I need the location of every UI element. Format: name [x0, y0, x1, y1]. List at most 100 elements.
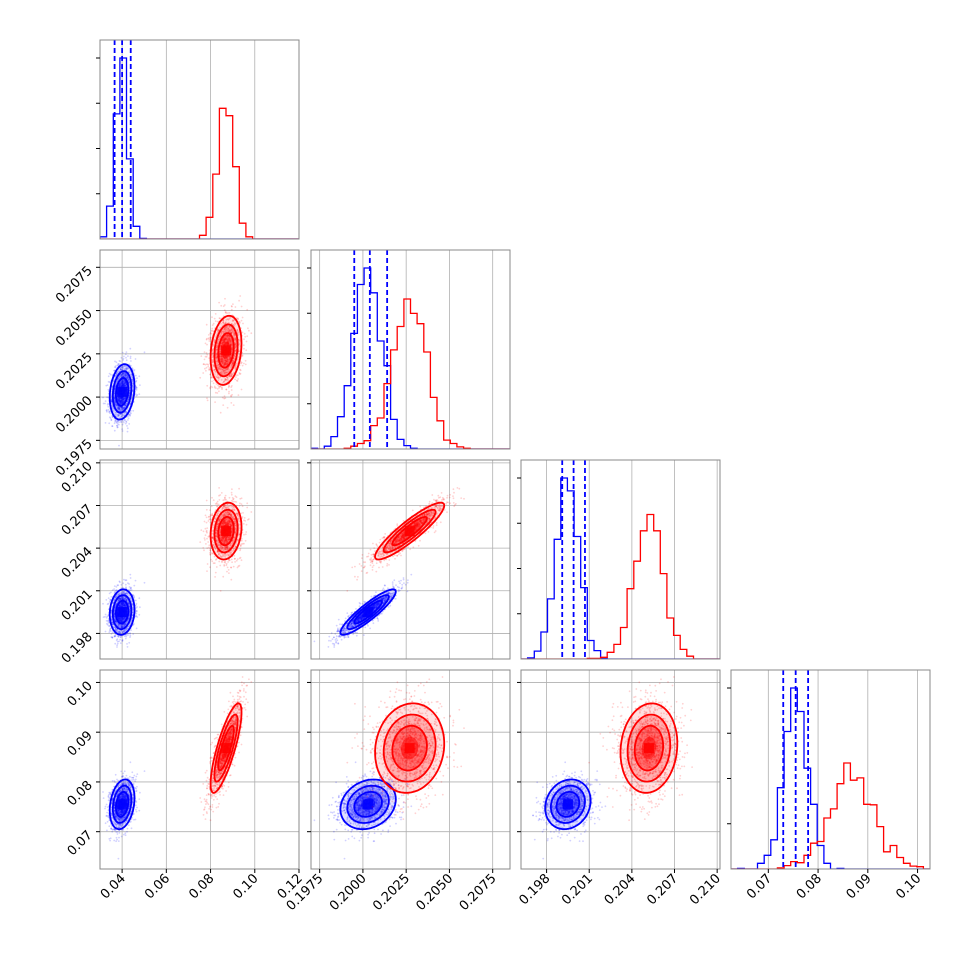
sample-point [107, 388, 110, 391]
sample-point [234, 352, 237, 355]
sample-point [109, 410, 112, 413]
sample-point [229, 357, 232, 359]
sample-point [199, 376, 202, 379]
sample-point [128, 381, 131, 384]
sample-point [121, 402, 124, 404]
sample-point [127, 618, 129, 621]
sample-point [209, 337, 212, 339]
sample-point [121, 381, 124, 383]
sample-point [105, 599, 108, 601]
sample-point [112, 623, 115, 626]
sample-point [239, 372, 242, 375]
sample-point [126, 376, 128, 379]
sample-point [230, 349, 233, 351]
sample-point [115, 403, 118, 406]
sample-point [230, 524, 233, 527]
sample-point [211, 349, 214, 351]
sample-point [123, 623, 126, 626]
sample-point [120, 399, 123, 402]
sample-point [118, 385, 121, 388]
sample-point [104, 630, 107, 633]
sample-point [219, 371, 222, 374]
sample-point [119, 403, 122, 405]
sample-point [221, 356, 224, 359]
sample-point [116, 424, 118, 427]
sample-point [211, 356, 214, 359]
sample-point [123, 625, 125, 627]
sample-point [120, 402, 123, 405]
sample-point [102, 602, 104, 605]
sample-point [111, 407, 114, 410]
sample-point [214, 320, 217, 322]
sample-point [120, 369, 122, 371]
sample-point [226, 377, 229, 380]
sample-point [118, 617, 121, 619]
sample-point [121, 406, 124, 409]
sample-point [125, 367, 127, 370]
sample-point [119, 626, 121, 629]
sample-point [107, 615, 110, 617]
sample-point [247, 327, 249, 330]
sample-point [120, 383, 123, 385]
sample-point [220, 355, 222, 357]
sample-point [117, 616, 120, 619]
sample-point [119, 413, 121, 416]
sample-point [238, 339, 241, 341]
sample-point [128, 594, 131, 597]
sample-point [118, 399, 120, 401]
sample-point [221, 539, 224, 542]
sample-point [235, 501, 238, 503]
sample-point [244, 539, 247, 542]
sample-point [227, 536, 230, 539]
sample-point [216, 344, 219, 347]
sample-point [114, 642, 117, 645]
sample-point [122, 372, 124, 375]
sample-point [114, 620, 117, 623]
sample-point [215, 387, 217, 389]
sample-point [122, 379, 124, 382]
sample-point [111, 636, 114, 639]
sample-point [109, 412, 111, 415]
sample-point [216, 387, 219, 390]
sample-point [220, 516, 223, 518]
sample-point [223, 338, 226, 340]
sample-point [215, 558, 218, 560]
sample-point [130, 597, 132, 600]
sample-point [120, 602, 123, 604]
sample-point [230, 343, 233, 346]
sample-point [121, 618, 124, 621]
sample-point [118, 618, 121, 620]
sample-point [120, 626, 122, 629]
sample-point [234, 338, 237, 341]
sample-point [211, 349, 214, 351]
sample-point [231, 363, 234, 365]
sample-point [216, 374, 219, 377]
sample-point [117, 420, 120, 423]
sample-point [232, 330, 234, 333]
sample-point [223, 380, 226, 383]
sample-point [219, 538, 222, 540]
sample-point [227, 385, 230, 388]
sample-point [220, 359, 223, 362]
sample-point [106, 410, 108, 413]
sample-point [122, 630, 125, 633]
sample-point [132, 370, 135, 372]
sample-point [225, 368, 228, 371]
sample-point [219, 385, 222, 388]
sample-point [121, 382, 124, 384]
sample-point [207, 535, 210, 538]
sample-point [122, 407, 125, 410]
sample-point [205, 337, 208, 340]
sample-point [127, 602, 130, 604]
sample-point [228, 355, 231, 357]
sample-point [229, 344, 232, 346]
sample-point [119, 617, 122, 620]
sample-point [205, 366, 208, 369]
sample-point [122, 398, 125, 400]
sample-point [234, 338, 237, 341]
sample-point [118, 623, 121, 626]
sample-point [225, 359, 227, 362]
sample-point [122, 631, 124, 634]
sample-point [143, 581, 146, 584]
sample-point [135, 389, 138, 391]
